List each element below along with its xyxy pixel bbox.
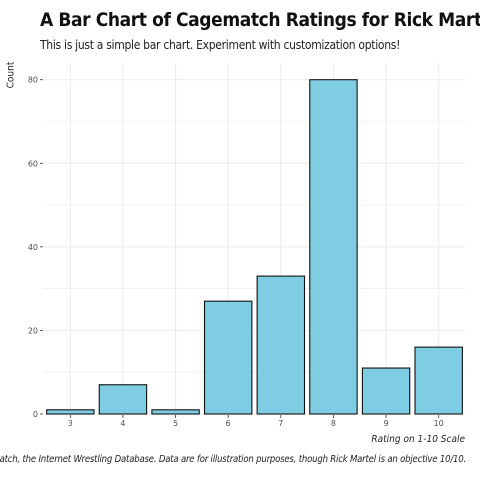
bar-3: [47, 410, 94, 414]
bar-8: [310, 80, 357, 414]
bar-7: [257, 276, 304, 414]
grid-lines: [44, 63, 465, 414]
bar-10: [415, 347, 462, 414]
x-tick-label: 4: [120, 419, 125, 428]
bar-6: [205, 301, 252, 414]
x-tick-label: 7: [278, 419, 283, 428]
y-tick-label: 0: [33, 410, 38, 419]
bar-5: [152, 410, 199, 414]
x-tick-label: 8: [331, 419, 336, 428]
y-tick-label: 80: [28, 76, 38, 85]
x-tick-label: 6: [226, 419, 231, 428]
y-tick-label: 60: [28, 159, 38, 168]
bar-4: [99, 385, 146, 414]
chart-caption: match, the Internet Wrestling Database. …: [0, 454, 466, 465]
x-tick-label: 10: [434, 419, 444, 428]
x-tick-label: 5: [173, 419, 178, 428]
y-axis-ticks: 0 20 40 60 80: [28, 76, 43, 419]
x-axis-label: Rating on 1-10 Scale: [371, 434, 465, 445]
bar-9: [362, 368, 409, 414]
x-axis-ticks: 3 4 5 6 7 8 9 10: [68, 415, 444, 428]
x-tick-label: 3: [68, 419, 73, 428]
y-tick-label: 40: [28, 243, 38, 252]
x-tick-label: 9: [384, 419, 389, 428]
y-tick-label: 20: [28, 326, 38, 335]
